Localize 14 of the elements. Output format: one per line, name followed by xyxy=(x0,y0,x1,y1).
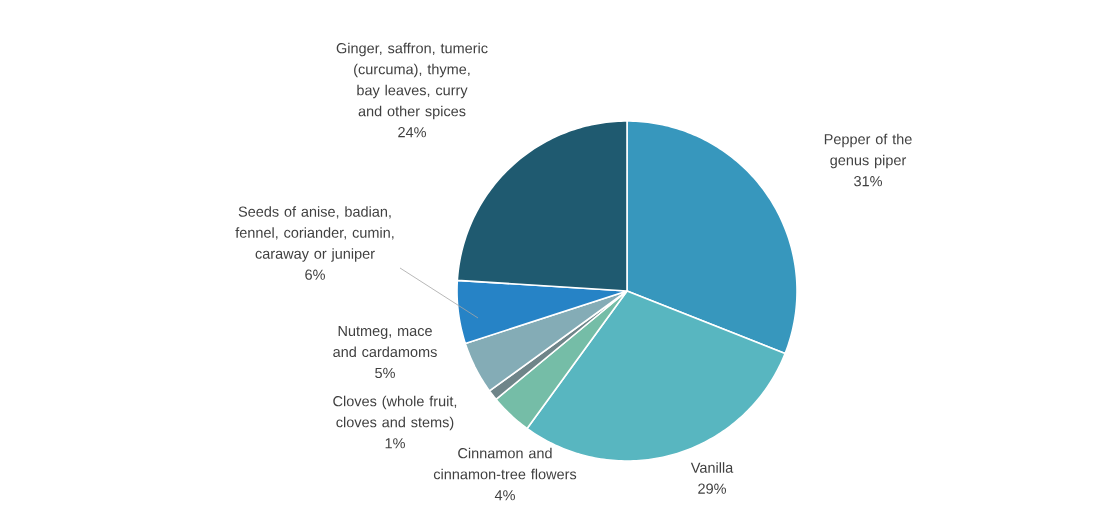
slice-label: Nutmeg, mace and cardamoms xyxy=(333,325,437,358)
data-label: 6% xyxy=(305,269,325,280)
slice-label: Pepper of the genus piper xyxy=(824,133,912,169)
data-label: 24% xyxy=(398,127,427,138)
data-label: 31% xyxy=(854,176,883,187)
data-label: 4% xyxy=(494,490,515,501)
slice-label: Ginger, saffron, tumeric (curcuma), thyme, bay leaves, curry and other spices xyxy=(336,42,488,120)
data-label: 1% xyxy=(385,438,405,449)
slice-label: Vanilla xyxy=(690,462,734,473)
data-label: 29% xyxy=(698,483,727,494)
data-label: 5% xyxy=(375,367,395,379)
slice-label: Cloves (whole fruit, cloves and stems) xyxy=(333,395,457,431)
slice-label: Cinnamon and cinnamon-tree flowers xyxy=(433,447,577,480)
slice-label: Seeds of anise, badian, fennel, coriander, cumin, caraway or juniper xyxy=(235,206,394,262)
